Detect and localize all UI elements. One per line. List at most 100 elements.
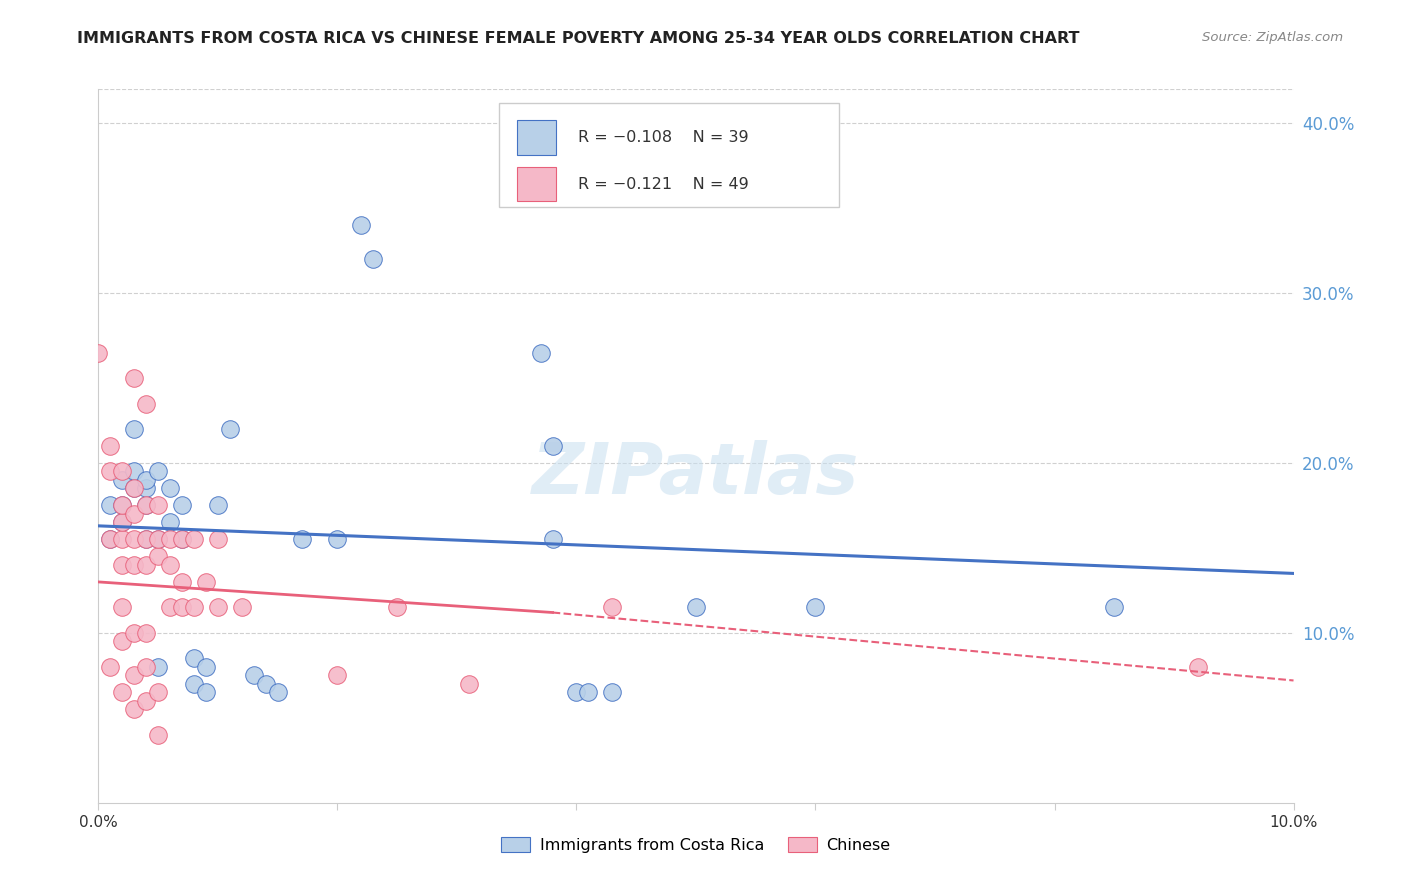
Legend: Immigrants from Costa Rica, Chinese: Immigrants from Costa Rica, Chinese [495,830,897,859]
Text: R = −0.121    N = 49: R = −0.121 N = 49 [578,177,748,192]
Point [530,345,553,359]
Point [1104,600,1126,615]
FancyBboxPatch shape [517,120,557,154]
Point [195,660,218,674]
Point [135,694,157,708]
Point [98,533,122,547]
Point [124,482,146,496]
Point [172,499,194,513]
Point [111,533,134,547]
Point [124,702,146,716]
Point [148,685,170,699]
Point [326,533,349,547]
Point [111,465,134,479]
Point [135,499,157,513]
Text: ZIPatlas: ZIPatlas [533,440,859,509]
Point [111,600,134,615]
Point [135,626,157,640]
Point [243,668,266,682]
Point [195,574,218,589]
Point [124,482,146,496]
FancyBboxPatch shape [499,103,839,207]
Point [159,533,181,547]
Point [172,533,194,547]
Point [541,439,564,453]
Point [602,600,624,615]
Point [1187,660,1209,674]
Point [267,685,290,699]
Point [148,465,170,479]
Point [124,626,146,640]
Point [111,634,134,648]
Point [578,685,600,699]
Point [231,600,253,615]
Point [98,499,122,513]
Point [326,668,349,682]
Point [111,473,134,487]
Point [135,533,157,547]
Point [602,685,624,699]
Text: Source: ZipAtlas.com: Source: ZipAtlas.com [1202,31,1343,45]
Point [804,600,827,615]
Point [98,439,122,453]
Point [124,371,146,385]
Point [148,728,170,742]
FancyBboxPatch shape [517,167,557,202]
Point [363,252,385,266]
Point [685,600,707,615]
Point [541,533,564,547]
Point [148,549,170,564]
Point [565,685,588,699]
Point [111,685,134,699]
Point [148,660,170,674]
Point [135,396,157,410]
Point [183,677,205,691]
Point [111,558,134,572]
Point [98,465,122,479]
Point [254,677,277,691]
Point [135,660,157,674]
Point [87,345,110,359]
Point [111,516,134,530]
Point [111,516,134,530]
Point [350,218,373,232]
Point [183,651,205,665]
Point [159,516,181,530]
Point [148,533,170,547]
Point [183,533,205,547]
Point [172,600,194,615]
Point [124,558,146,572]
Point [458,677,481,691]
Point [195,685,218,699]
Point [98,660,122,674]
Point [135,473,157,487]
Point [207,499,229,513]
Point [124,422,146,436]
Text: R = −0.108    N = 39: R = −0.108 N = 39 [578,130,748,145]
Point [111,499,134,513]
Point [183,600,205,615]
Text: IMMIGRANTS FROM COSTA RICA VS CHINESE FEMALE POVERTY AMONG 25-34 YEAR OLDS CORRE: IMMIGRANTS FROM COSTA RICA VS CHINESE FE… [77,31,1080,46]
Point [124,465,146,479]
Point [135,558,157,572]
Point [207,533,229,547]
Point [291,533,314,547]
Point [135,499,157,513]
Point [219,422,242,436]
Point [148,499,170,513]
Point [98,533,122,547]
Point [385,600,409,615]
Point [172,533,194,547]
Point [124,668,146,682]
Point [172,574,194,589]
Point [207,600,229,615]
Point [111,499,134,513]
Point [159,558,181,572]
Point [135,533,157,547]
Point [135,482,157,496]
Point [124,507,146,521]
Point [148,533,170,547]
Point [159,482,181,496]
Point [124,533,146,547]
Point [159,600,181,615]
